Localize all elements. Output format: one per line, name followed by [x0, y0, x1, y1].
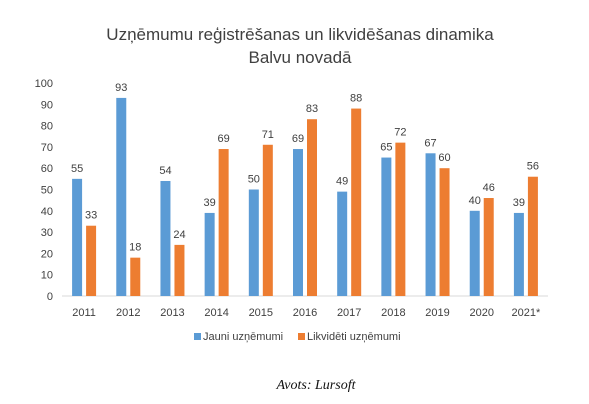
x-tick-label: 2018 [381, 307, 405, 319]
y-tick-label: 70 [41, 142, 53, 154]
y-tick-label: 10 [41, 270, 53, 282]
y-tick-label: 20 [41, 248, 53, 260]
bar-jauni [425, 153, 436, 296]
bar-likvideti [483, 198, 494, 296]
bar-jauni [204, 212, 215, 296]
data-label: 49 [336, 176, 348, 188]
bar-jauni [72, 178, 83, 296]
x-axis: 2011 2012 2013 2014 2015 2016 2017 2018 2019 2020… [72, 307, 541, 319]
bar-likvideti [351, 108, 362, 296]
x-tick-label: 2019 [425, 307, 449, 319]
y-tick-label: 60 [41, 163, 53, 175]
bar-jauni [513, 212, 524, 296]
x-tick-label: 2014 [204, 307, 228, 319]
data-label: 65 [380, 142, 392, 154]
data-label: 67 [424, 137, 436, 149]
x-tick-label: 2015 [249, 307, 273, 319]
data-label: 39 [204, 197, 216, 209]
bar-likvideti [86, 225, 97, 296]
x-tick-label: 2011 [72, 307, 96, 319]
data-label: 71 [262, 129, 274, 141]
bar-likvideti [307, 119, 317, 297]
bar-jauni [337, 191, 348, 296]
data-label: 93 [115, 82, 127, 94]
y-tick-label: 80 [41, 121, 53, 133]
data-label: 18 [129, 242, 141, 254]
bar-jauni [160, 180, 171, 296]
data-label: 83 [306, 103, 318, 115]
y-tick-label: 50 [41, 185, 53, 197]
bar-likvideti [262, 144, 273, 296]
legend: Jauni uzņēmumi Likvidēti uzņēmumi [194, 331, 401, 343]
chart-title-line-2: Balvu novadā [248, 48, 352, 67]
y-tick-label: 90 [41, 99, 53, 111]
y-axis: 0 10 20 30 40 50 60 70 80 90 100 [35, 78, 53, 303]
bar-jauni [248, 189, 259, 296]
bar-likvideti [174, 244, 185, 296]
bar-likvideti [218, 149, 229, 296]
bar-likvideti [527, 176, 538, 296]
data-label: 56 [527, 161, 539, 173]
x-tick-label: 2020 [469, 307, 493, 319]
bar-likvideti [130, 257, 141, 296]
y-tick-label: 100 [35, 78, 53, 90]
bar-jauni [116, 97, 127, 296]
data-label: 40 [469, 195, 481, 207]
data-label: 88 [350, 93, 362, 105]
legend-swatch [298, 333, 305, 340]
legend-swatch [194, 333, 201, 340]
data-label: 24 [173, 229, 185, 241]
chart-title-line-1: Uzņēmumu reģistrēšanas un likvidēšanas d… [106, 25, 494, 44]
data-label: 46 [483, 182, 495, 194]
y-tick-label: 0 [47, 291, 53, 303]
x-tick-label: 2017 [337, 307, 361, 319]
legend-label: Likvidēti uzņēmumi [307, 331, 401, 343]
y-tick-label: 40 [41, 206, 53, 218]
data-label: 33 [85, 210, 97, 222]
data-label: 60 [438, 152, 450, 164]
bar-likvideti [395, 142, 406, 296]
bar-jauni [381, 157, 392, 296]
data-label: 69 [218, 133, 230, 145]
data-label: 50 [248, 174, 260, 186]
bar-jauni [469, 210, 480, 296]
data-label: 72 [394, 127, 406, 139]
x-tick-label: 2021* [512, 307, 541, 319]
bar-jauni [293, 149, 303, 296]
x-tick-label: 2016 [293, 307, 317, 319]
data-label: 55 [71, 163, 83, 175]
legend-label: Jauni uzņēmumi [203, 331, 283, 343]
data-label: 54 [159, 165, 171, 177]
bar-likvideti [439, 168, 450, 296]
x-tick-label: 2013 [160, 307, 184, 319]
y-tick-label: 30 [41, 227, 53, 239]
data-label: 69 [292, 133, 304, 145]
source-note: Avots: Lursoft [276, 378, 357, 393]
x-tick-label: 2012 [116, 307, 140, 319]
data-label: 39 [513, 197, 525, 209]
